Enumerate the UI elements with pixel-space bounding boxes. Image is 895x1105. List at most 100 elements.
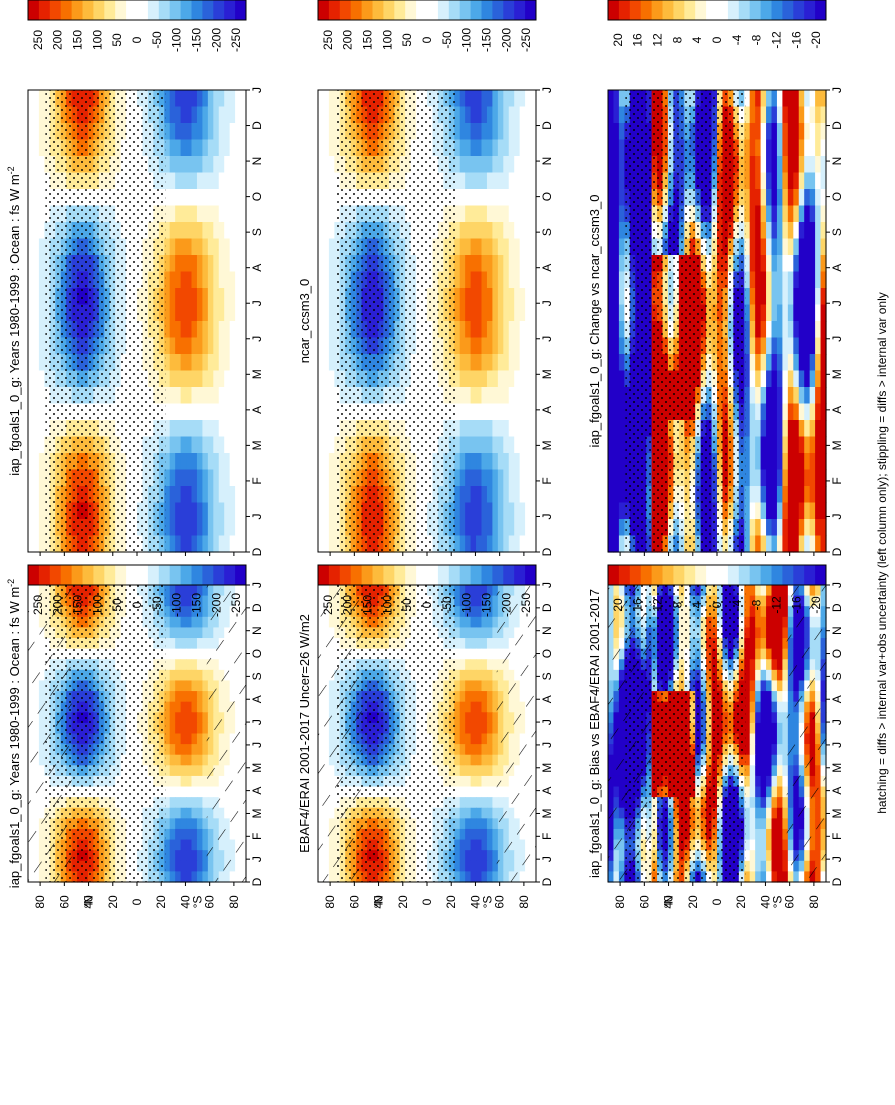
heatmap-cell — [175, 659, 182, 671]
heatmap-cell — [169, 818, 176, 830]
month-tick-label: J — [250, 87, 264, 93]
heatmap-cell — [492, 595, 499, 607]
heatmap-cell — [766, 839, 773, 851]
heatmap-cell — [459, 659, 466, 671]
heatmap-cell — [476, 722, 483, 735]
heatmap-cell — [492, 638, 499, 650]
heatmap-cell — [175, 271, 182, 289]
heatmap-cell — [224, 288, 231, 306]
heatmap-cell — [196, 255, 203, 273]
heatmap-cell — [202, 744, 209, 756]
lat-tick-label: 60 — [57, 895, 71, 909]
heatmap-cell — [782, 638, 789, 650]
heatmap-cell — [164, 189, 171, 207]
heatmap-cell — [202, 595, 209, 607]
heatmap-cell — [749, 606, 756, 618]
month-tick-label: J — [540, 582, 554, 588]
heatmap-cell — [486, 754, 493, 766]
heatmap-cell — [186, 238, 193, 256]
heatmap-cell — [202, 370, 209, 388]
heatmap-cell — [454, 659, 461, 671]
heatmap-cell — [169, 90, 176, 108]
heatmap-cell — [202, 828, 209, 841]
heatmap-cell — [224, 106, 231, 124]
heatmap-cell — [492, 701, 499, 713]
heatmap-cell — [175, 616, 182, 629]
heatmap-cell — [213, 469, 220, 487]
heatmap-cell — [180, 606, 187, 618]
heatmap-cell — [766, 701, 773, 713]
heatmap-cell — [481, 712, 488, 724]
heatmap-cell — [454, 680, 461, 692]
heatmap-cell — [196, 648, 203, 660]
month-tick-label: S — [540, 672, 554, 680]
heatmap-cell — [180, 205, 187, 223]
heatmap-cell — [776, 860, 783, 872]
heatmap-cell — [224, 436, 231, 454]
heatmap-cell — [744, 659, 751, 671]
heatmap-cell — [459, 786, 466, 798]
month-tick-label: J — [250, 336, 264, 342]
heatmap-cell — [465, 606, 472, 618]
heatmap-cell — [454, 638, 461, 650]
heatmap-cell — [196, 370, 203, 388]
heatmap-cell — [749, 669, 756, 682]
heatmap-cell — [196, 871, 203, 883]
heatmap-cell — [33, 139, 40, 157]
heatmap-cell — [514, 90, 521, 108]
lat-tick-label: 20 — [444, 895, 458, 909]
heatmap-cell — [476, 648, 483, 660]
heatmap-cell — [186, 818, 193, 830]
heatmap-cell — [459, 680, 466, 692]
heatmap-cell — [776, 775, 783, 788]
heatmap-cell — [213, 106, 220, 124]
heatmap-cell — [744, 828, 751, 841]
heatmap-cell — [196, 680, 203, 692]
heatmap-cell — [454, 139, 461, 157]
heatmap-cell — [33, 469, 40, 487]
heatmap-cell — [470, 701, 477, 713]
heatmap-cell — [38, 403, 45, 421]
heatmap-cell — [492, 648, 499, 660]
heatmap-cell — [459, 172, 466, 190]
heatmap-cell — [218, 139, 225, 157]
heatmap-cell — [760, 616, 767, 629]
heatmap-cell — [38, 156, 45, 174]
heatmap-cell — [318, 90, 325, 108]
heatmap-cell — [224, 238, 231, 256]
heatmap-cell — [33, 354, 40, 372]
heatmap-cell — [180, 616, 187, 629]
heatmap-cell — [782, 701, 789, 713]
heatmap-cell — [28, 288, 35, 306]
heatmap-cell — [180, 585, 187, 597]
heatmap-cell — [218, 106, 225, 124]
heatmap-cell — [186, 189, 193, 207]
heatmap-cell — [202, 839, 209, 851]
heatmap-cell — [169, 680, 176, 692]
heatmap-cell — [749, 818, 756, 830]
heatmap-cell — [186, 370, 193, 388]
heatmap-cell — [224, 123, 231, 141]
heatmap-cell — [454, 828, 461, 841]
lat-tick-label: 40 — [468, 895, 482, 909]
heatmap-cell — [229, 222, 236, 240]
heatmap-cell — [328, 139, 335, 157]
heatmap-cell — [776, 828, 783, 841]
heatmap-cell — [229, 156, 236, 174]
heatmap-cell — [486, 638, 493, 650]
heatmap-cell — [218, 436, 225, 454]
heatmap-cell — [782, 712, 789, 724]
heatmap-cell — [207, 238, 214, 256]
heatmap-cell — [186, 871, 193, 883]
heatmap-cell — [525, 90, 532, 108]
heatmap-cell — [196, 354, 203, 372]
heatmap-cell — [454, 786, 461, 798]
heatmap-cell — [229, 420, 236, 438]
heatmap-cell — [38, 106, 45, 124]
heatmap-cell — [175, 519, 182, 537]
heatmap-cell — [492, 850, 499, 862]
heatmap-cell — [180, 123, 187, 141]
heatmap-cell — [229, 387, 236, 405]
heatmap-cell — [196, 238, 203, 256]
heatmap-cell — [207, 420, 214, 438]
